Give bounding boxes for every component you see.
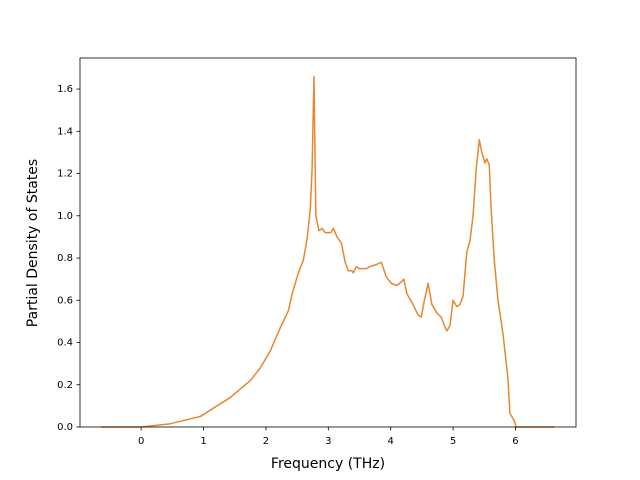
x-tick-label: 2	[263, 436, 269, 447]
x-tick-label: 5	[450, 436, 456, 447]
data-line	[101, 75, 555, 428]
plot-frame	[79, 57, 577, 428]
y-tick-label: 0.2	[57, 380, 73, 391]
y-tick-label: 0.0	[57, 422, 73, 433]
x-tick-label: 3	[325, 436, 331, 447]
x-tick-label: 1	[200, 436, 206, 447]
y-tick-label: 1.4	[57, 126, 73, 137]
x-tick-label: 6	[512, 436, 518, 447]
y-axis-label: Partial Density of States	[25, 159, 41, 327]
y-tick-label: 0.8	[57, 253, 73, 264]
x-axis-label: Frequency (THz)	[271, 456, 385, 472]
y-tick-label: 1.6	[57, 84, 73, 95]
y-tick-label: 1.2	[57, 169, 73, 180]
y-tick-label: 0.6	[57, 295, 73, 306]
y-tick-label: 1.0	[57, 211, 73, 222]
x-tick-label: 4	[388, 436, 394, 447]
x-tick-label: 0	[138, 436, 144, 447]
y-tick-label: 0.4	[57, 338, 73, 349]
